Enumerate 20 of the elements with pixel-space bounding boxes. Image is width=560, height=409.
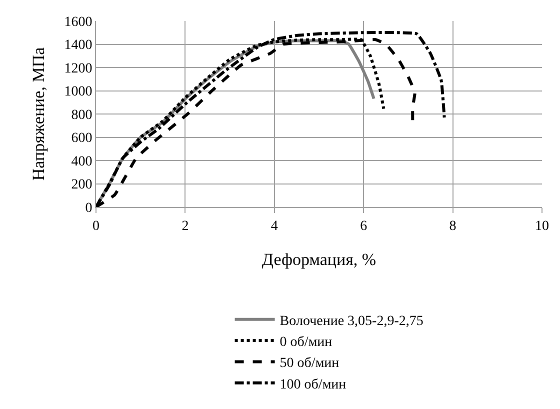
legend-label: 50 об/мин xyxy=(280,356,340,372)
x-tick-label: 2 xyxy=(182,218,189,234)
legend-label: 0 об/мин xyxy=(280,334,333,350)
y-tick-label: 1400 xyxy=(64,38,92,54)
x-tick-label: 10 xyxy=(535,218,549,234)
y-tick-label: 0 xyxy=(85,200,92,216)
y-tick-label: 1000 xyxy=(64,84,92,100)
y-axis-title: Напряжение, МПа xyxy=(28,46,48,181)
y-tick-label: 600 xyxy=(71,131,92,146)
x-tick-label: 6 xyxy=(360,218,368,234)
y-tick-label: 400 xyxy=(71,154,92,170)
legend-label: 100 об/мин xyxy=(280,377,347,392)
y-tick-label: 1200 xyxy=(64,61,92,76)
y-tick-label: 200 xyxy=(71,178,92,193)
y-tick-label: 800 xyxy=(71,108,92,123)
y-tick-label: 1600 xyxy=(64,14,92,30)
x-tick-label: 8 xyxy=(449,218,456,234)
x-axis-title: Деформация, % xyxy=(262,250,376,270)
legend-label: Волочение 3,05-2,9-2,75 xyxy=(280,314,424,329)
x-tick-label: 4 xyxy=(270,218,278,234)
